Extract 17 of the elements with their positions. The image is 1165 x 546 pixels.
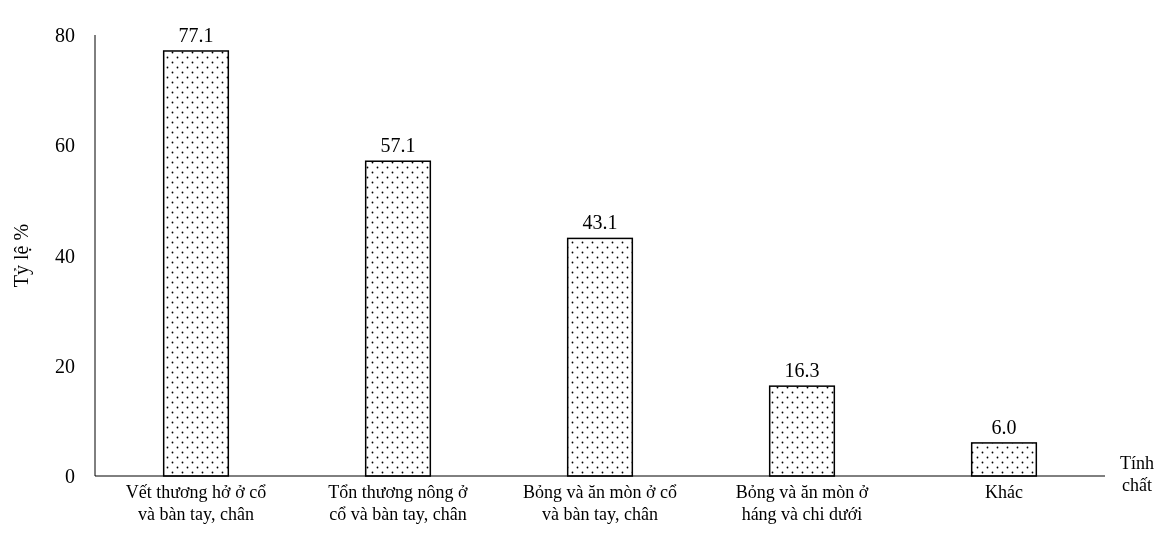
data-label: 57.1 xyxy=(380,134,416,157)
data-label: 77.1 xyxy=(178,23,214,46)
y-tick-label: 0 xyxy=(65,465,75,487)
data-label: 43.1 xyxy=(582,211,618,234)
y-tick-label: 80 xyxy=(55,24,75,46)
y-tick-label: 60 xyxy=(55,134,75,157)
x-tick-label: Bỏng và ăn mòn ở cổ và bàn tay, chân xyxy=(523,482,677,524)
y-tick-label: 20 xyxy=(55,354,75,377)
data-label: 6.0 xyxy=(991,415,1017,438)
x-tick-label: Tổn thương nông ở cổ và bàn tay, chân xyxy=(328,482,469,524)
x-axis-title: Tính chất xyxy=(1120,453,1154,495)
data-label: 16.3 xyxy=(784,359,820,382)
y-tick-label: 40 xyxy=(55,244,75,267)
x-tick-label: Khác xyxy=(985,482,1023,502)
x-tick-label: Bỏng và ăn mòn ở háng và chi dưới xyxy=(735,482,869,524)
x-tick-label: Vết thương hở ở cổ và bàn tay, chân xyxy=(125,482,267,524)
y-axis-title: Tỷ lệ % xyxy=(10,223,33,288)
